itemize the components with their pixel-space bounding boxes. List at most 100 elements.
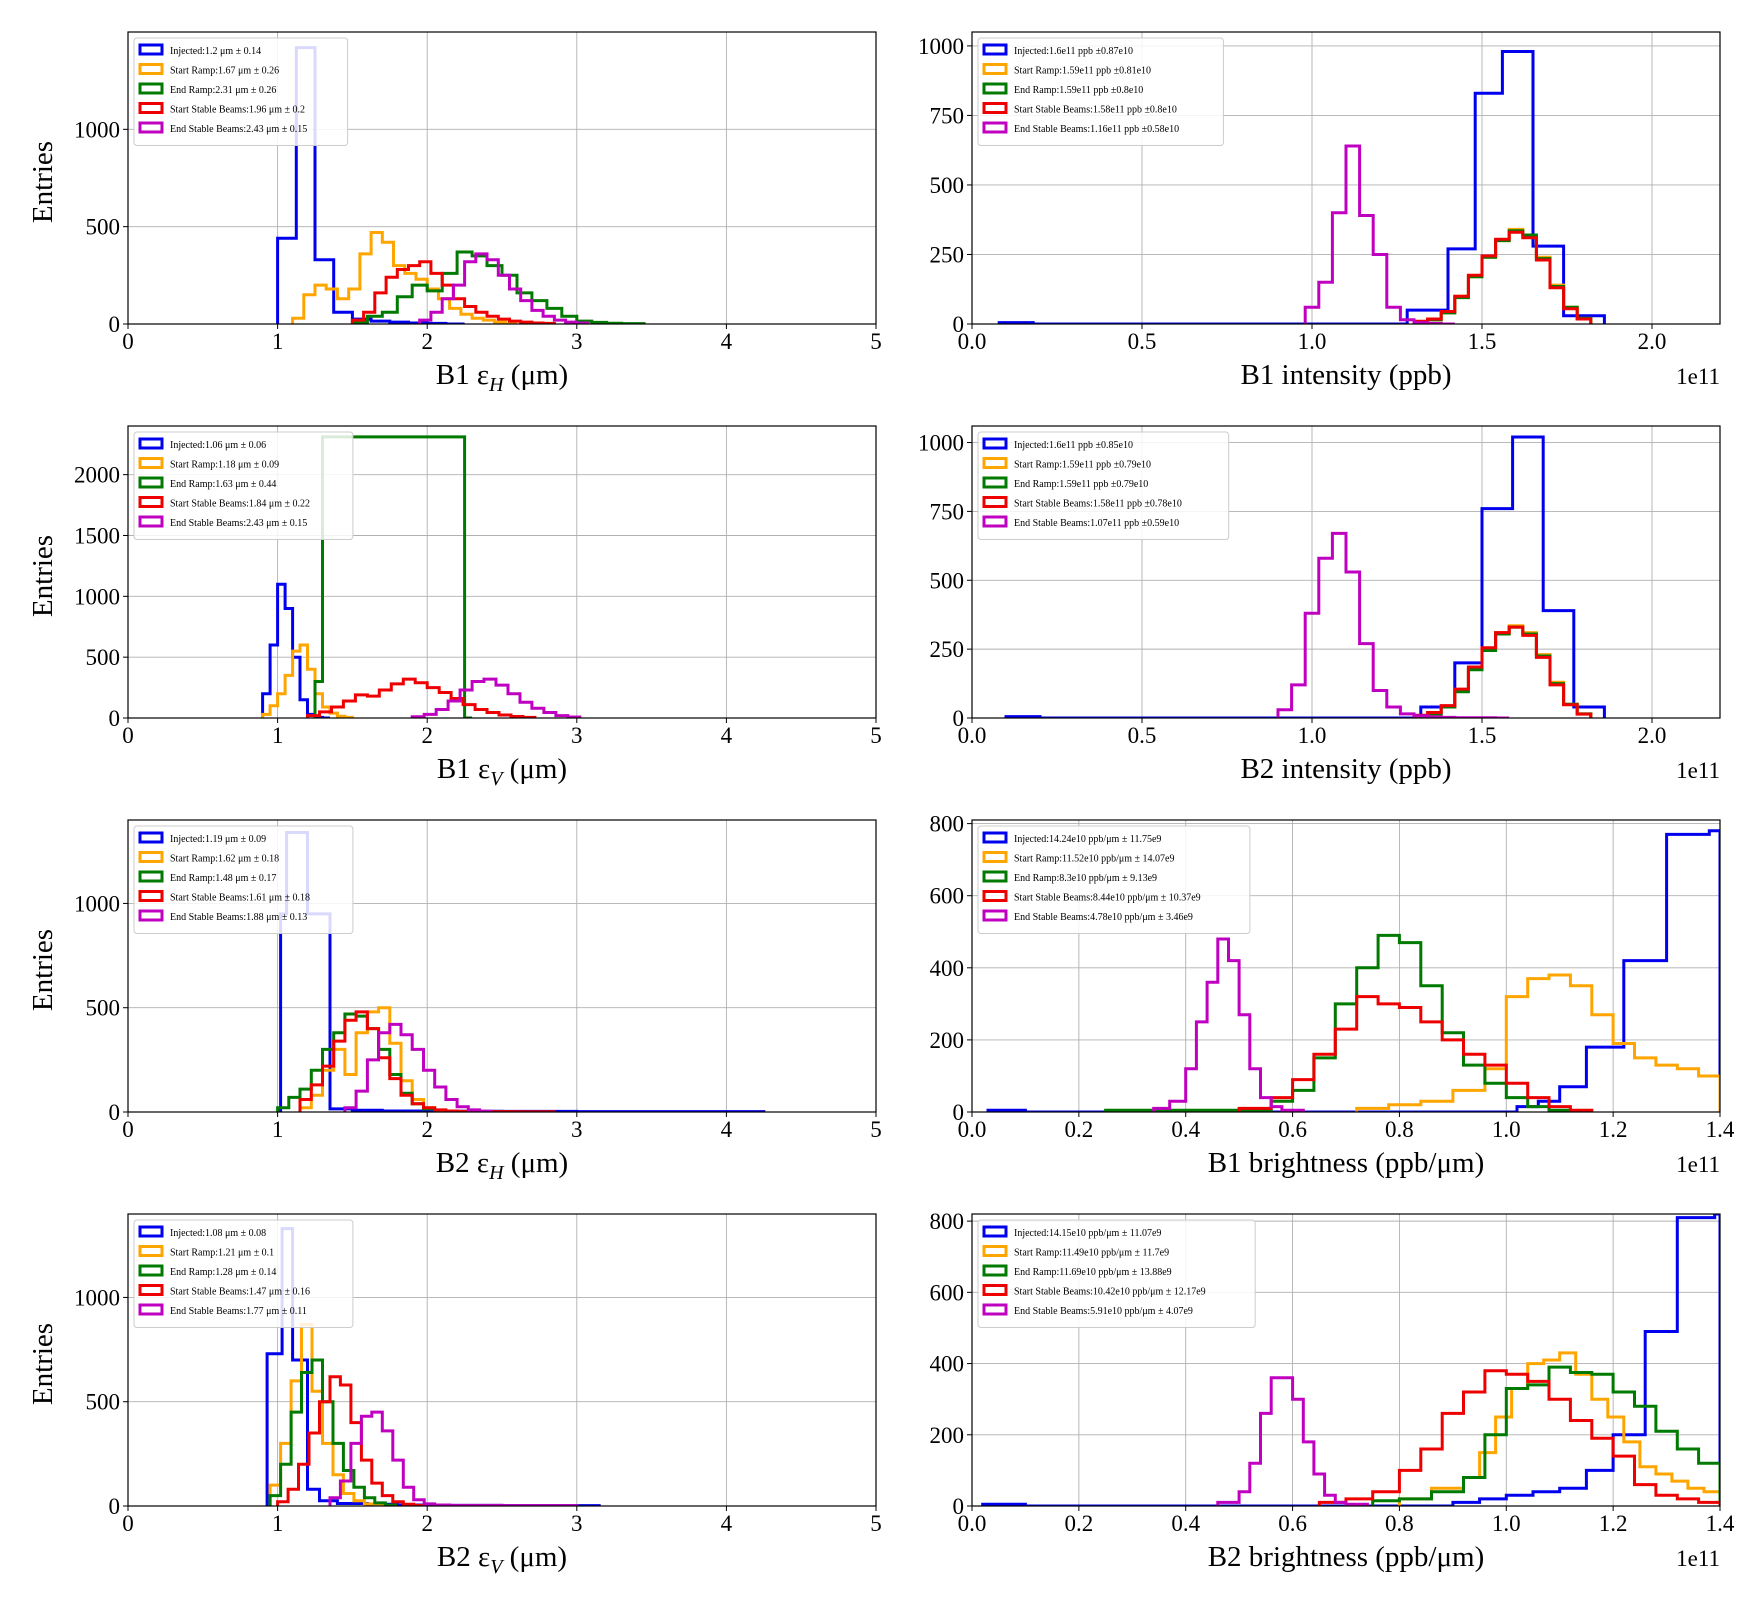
- legend-entry: End Ramp:1.63 μm ± 0.44: [170, 479, 276, 490]
- legend-swatch: [982, 82, 1008, 95]
- x-tick-label: 0.5: [1128, 329, 1157, 354]
- y-tick-label: 1000: [74, 584, 120, 609]
- legend-swatch: [138, 82, 164, 95]
- x-tick-label: 1: [272, 1511, 284, 1536]
- chart-b1-ev: 0 1 2 3 4 5 0 500 1000 1500 2000 Injected:1.06 μm ±…: [74, 425, 882, 790]
- legend-swatch: [982, 870, 1008, 883]
- legend-entry: End Ramp:2.31 μm ± 0.26: [170, 85, 276, 96]
- x-tick-label: 1.0: [1298, 723, 1327, 748]
- legend-swatch: [982, 831, 1008, 844]
- x-tick-label: 2.0: [1638, 329, 1667, 354]
- y-tick-label: 500: [86, 215, 121, 240]
- plot-frame: [971, 1213, 1721, 1507]
- x-tick-label: 0.0: [958, 1511, 987, 1536]
- y-tick-label: 400: [930, 956, 965, 981]
- legend-entry: End Stable Beams:1.88 μm ± 0.13: [170, 912, 307, 923]
- legend-swatch: [138, 909, 164, 922]
- histogram-end-ramp: [1371, 1365, 1720, 1506]
- y-tick-label: 500: [86, 645, 121, 670]
- histogram-end-ramp: [1104, 933, 1572, 1112]
- y-tick-label: 0: [953, 312, 965, 337]
- y-tick-label: 600: [930, 884, 965, 909]
- histogram-start-ramp: [1355, 973, 1720, 1112]
- chart-b2-ev: 0 1 2 3 4 5 0 500 1000 Injected:1.08 μm ± 0.08 Sta…: [74, 1213, 882, 1578]
- plot-frame: [971, 819, 1721, 1113]
- x-axis-label: B2 intensity (ppb): [1240, 753, 1451, 785]
- histogram-end-stable-beams: [1216, 1376, 1369, 1506]
- legend-entry: End Stable Beams:5.91e10 ppb/μm ± 4.07e9: [1014, 1306, 1193, 1317]
- histogram-end-stable-beams: [1303, 144, 1455, 324]
- legend-entry: Start Stable Beams:1.47 μm ± 0.16: [170, 1287, 310, 1298]
- x-tick-label: 0: [122, 723, 134, 748]
- y-tick-label: 0: [109, 1494, 121, 1519]
- legend-entry: Start Ramp:1.59e11 ppb ±0.81e10: [1014, 66, 1151, 77]
- y-tick-label: 500: [86, 996, 121, 1021]
- legend-swatch: [138, 437, 164, 450]
- legend-swatch: [982, 476, 1008, 489]
- y-tick-label: 2000: [74, 463, 120, 488]
- y-tick-label: 750: [930, 499, 965, 524]
- x-tick-label: 1.0: [1492, 1511, 1521, 1536]
- x-tick-label: 1.4: [1706, 1511, 1735, 1536]
- legend-swatch: [138, 496, 164, 508]
- y-tick-label: 200: [930, 1423, 965, 1448]
- chart-b2-int: 0.0 0.5 1.0 1.5 2.0 0 250 500 750 1000 Injected:1.…: [918, 425, 1721, 785]
- legend-entry: End Stable Beams:4.78e10 ppb/μm ± 3.46e9: [1014, 912, 1193, 923]
- histogram-start-stable-beams: [306, 677, 537, 718]
- legend-box: [977, 825, 1251, 934]
- legend-swatch: [982, 851, 1008, 863]
- x-tick-label: 5: [870, 1117, 882, 1142]
- chart-b1-eh: 0 1 2 3 4 5 0 500 1000 Injected:1.2 μm ± 0.14 Star…: [74, 31, 882, 396]
- plot-frame: [971, 425, 1721, 719]
- legend-swatch: [138, 1264, 164, 1277]
- legend-swatch: [982, 1303, 1008, 1316]
- legend-swatch: [138, 121, 164, 134]
- legend: Injected:14.24e10 ppb/μm ± 11.75e9 Start …: [977, 825, 1251, 934]
- legend-swatch: [138, 851, 164, 863]
- legend-entry: Injected:1.08 μm ± 0.08: [170, 1228, 266, 1239]
- histogram-layer: [986, 829, 1720, 1112]
- legend-entry: End Stable Beams:2.43 μm ± 0.15: [170, 124, 307, 135]
- x-tick-label: 1.5: [1468, 329, 1497, 354]
- x-tick-label: 0: [122, 1511, 134, 1536]
- x-tick-label: 1.0: [1298, 329, 1327, 354]
- y-tick-label: 750: [930, 103, 965, 128]
- x-axis-label: B1 intensity (ppb): [1240, 359, 1451, 391]
- x-tick-label: 0.0: [958, 329, 987, 354]
- legend-swatch: [982, 890, 1008, 902]
- plot-frame: [127, 819, 877, 1113]
- y-tick-label: 1000: [918, 431, 964, 456]
- x-offset-label: 1e11: [1676, 758, 1720, 783]
- x-tick-label: 0.6: [1278, 1117, 1307, 1142]
- histogram-start-ramp: [1397, 1351, 1720, 1506]
- x-tick-label: 0: [122, 329, 134, 354]
- y-tick-label: 1000: [74, 117, 120, 142]
- x-offset-label: 1e11: [1676, 364, 1720, 389]
- legend-swatch: [982, 457, 1008, 469]
- legend-entry: End Stable Beams:1.16e11 ppb ±0.58e10: [1014, 124, 1179, 135]
- histogram-end-ramp: [350, 250, 646, 324]
- x-tick-label: 0.5: [1128, 723, 1157, 748]
- x-tick-label: 5: [870, 723, 882, 748]
- legend-swatch: [138, 515, 164, 528]
- x-axis-label: B2 brightness (ppb/μm): [1208, 1541, 1485, 1573]
- histogram-start-ramp: [268, 1323, 387, 1506]
- x-tick-label: 5: [870, 1511, 882, 1536]
- legend-entry: Injected:1.6e11 ppb ±0.87e10: [1014, 46, 1133, 57]
- plot-frame: [971, 31, 1721, 325]
- y-tick-label: 250: [930, 637, 965, 662]
- y-axis-label-b1-eh: Entries: [27, 141, 59, 223]
- legend-entry: End Stable Beams:1.07e11 ppb ±0.59e10: [1014, 518, 1179, 529]
- x-tick-label: 1.5: [1468, 723, 1497, 748]
- legend-entry: Injected:14.24e10 ppb/μm ± 11.75e9: [1014, 834, 1161, 845]
- legend-swatch: [982, 437, 1008, 450]
- legend-entry: Start Ramp:11.49e10 ppb/μm ± 11.7e9: [1014, 1248, 1169, 1259]
- legend-swatch: [138, 457, 164, 469]
- x-tick-label: 3: [571, 329, 583, 354]
- legend-box: [977, 1219, 1256, 1328]
- chart-b1-br: 0.0 0.2 0.4 0.6 0.8 1.0 1.2 1.4 0 200 400 600 800 Inj…: [930, 812, 1735, 1179]
- legend-swatch: [982, 1225, 1008, 1238]
- y-tick-label: 1000: [74, 1285, 120, 1310]
- x-tick-label: 0.2: [1064, 1117, 1093, 1142]
